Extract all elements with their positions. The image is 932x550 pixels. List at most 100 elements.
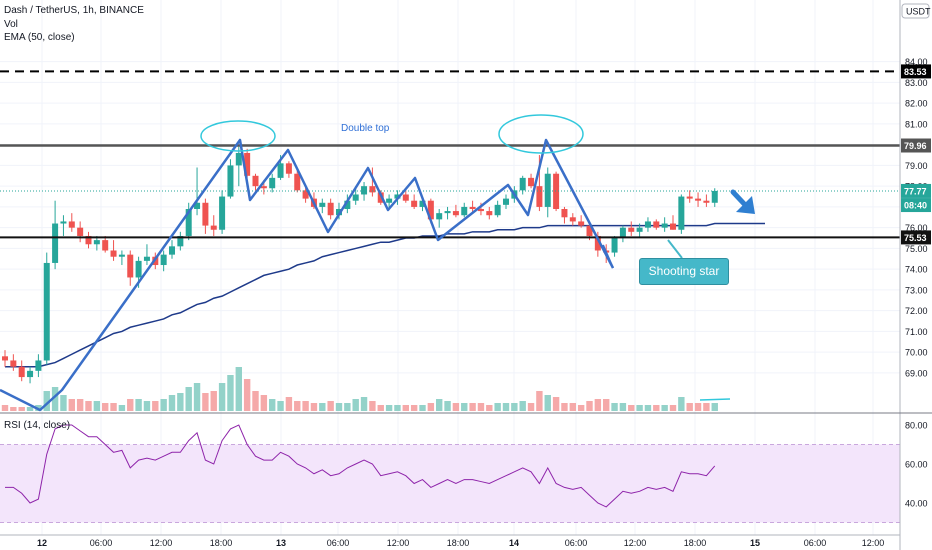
- volume-bar: [51, 387, 59, 411]
- candle-body: [260, 186, 267, 189]
- candle: [703, 194, 710, 207]
- price-tick-label: 84.00: [905, 57, 928, 67]
- price-tick-label: 81.00: [905, 119, 928, 129]
- zigzag-pattern-line[interactable]: [0, 138, 615, 412]
- volume-bar: [60, 395, 67, 411]
- volume-bar: [669, 405, 677, 411]
- double-top-left-highlight[interactable]: [200, 120, 276, 152]
- price-tick-label: 69.00: [905, 368, 928, 378]
- candle: [177, 231, 184, 251]
- candle: [444, 206, 451, 220]
- time-tick-label: 18:00: [447, 538, 470, 548]
- volume-bar: [202, 393, 209, 411]
- candle: [678, 194, 685, 234]
- candle-body: [352, 194, 359, 201]
- time-tick-label: 06:00: [565, 538, 588, 548]
- volume-bar: [352, 399, 359, 411]
- double-top-right-highlight[interactable]: [498, 114, 584, 154]
- ema-line: [5, 222, 765, 368]
- volume-bar: [628, 405, 635, 411]
- zigzag-tail-line[interactable]: [602, 244, 614, 269]
- price-tag-bg: [901, 138, 931, 153]
- time-tick-label: 12:00: [862, 538, 885, 548]
- volume-bar: [502, 403, 510, 411]
- candle: [143, 244, 150, 266]
- shooting-star-callout[interactable]: Shooting star: [639, 258, 729, 285]
- volume-bar: [335, 403, 343, 411]
- arrow-down-right-icon[interactable]: [730, 189, 755, 214]
- candle: [386, 194, 393, 209]
- symbol-legend: Dash / TetherUS, 1h, BINANCE: [4, 5, 144, 16]
- candle-body: [60, 221, 67, 224]
- volume-bar: [118, 405, 126, 411]
- volume-bar: [536, 391, 543, 411]
- volume-bar: [577, 405, 585, 411]
- volume-bar: [419, 405, 426, 411]
- candle: [619, 225, 626, 243]
- rsi-tick-label: 60.00: [905, 460, 928, 470]
- candle-body: [277, 163, 284, 178]
- volume-bar: [110, 403, 117, 411]
- candle: [544, 167, 551, 218]
- candle-body: [135, 260, 142, 278]
- time-tick-label: 13: [276, 538, 286, 548]
- volume-bar: [85, 401, 92, 411]
- volume-bar: [235, 367, 242, 411]
- volume-bar: [436, 399, 443, 411]
- candle: [486, 206, 493, 220]
- candle-body: [194, 202, 201, 209]
- rsi-line: [5, 424, 716, 508]
- candle: [10, 354, 17, 371]
- price-unit-label: USDT: [906, 7, 931, 17]
- time-tick-label: 15: [750, 538, 760, 548]
- vol-highlight-line[interactable]: [699, 398, 731, 401]
- time-tick-label: 14: [509, 538, 519, 548]
- ema-layer: [5, 222, 765, 368]
- pattern-drawings[interactable]: Double top: [0, 114, 755, 476]
- volume-bar: [385, 405, 393, 411]
- candle: [528, 173, 535, 189]
- candle-body: [411, 200, 418, 207]
- double-top-label[interactable]: Double top: [341, 123, 390, 134]
- candle-body: [102, 240, 109, 251]
- candle-body: [486, 211, 493, 216]
- candle: [695, 192, 702, 207]
- candle: [670, 215, 676, 230]
- candle-body: [686, 196, 693, 199]
- volume-bar: [18, 407, 25, 411]
- volume-bar: [243, 379, 251, 411]
- price-tag-text: 08:40: [904, 201, 927, 211]
- volume-bar: [544, 395, 551, 411]
- volume-bar: [327, 401, 334, 411]
- volume-bar: [369, 401, 376, 411]
- volume-bar: [703, 403, 710, 411]
- volume-bar: [619, 403, 627, 411]
- volume-bar: [678, 397, 685, 411]
- candle: [503, 194, 509, 209]
- volume-bar: [218, 383, 226, 411]
- candle-body: [544, 173, 551, 207]
- ema-legend: EMA (50, close): [4, 32, 75, 43]
- candle: [686, 190, 693, 203]
- volume-bar: [102, 403, 109, 411]
- volume-bar: [285, 397, 293, 411]
- candle-body: [18, 366, 25, 378]
- candle-body: [127, 254, 134, 278]
- time-tick-label: 06:00: [804, 538, 827, 548]
- volume-bar: [277, 401, 284, 411]
- candle-body: [319, 202, 326, 207]
- price-tag-bg: [901, 230, 931, 245]
- candle-body: [469, 206, 476, 209]
- candle-body: [661, 223, 668, 228]
- rsi-pane: [0, 424, 900, 523]
- time-tick-label: 12:00: [387, 538, 410, 548]
- volume-bar: [661, 405, 668, 411]
- candle-body: [636, 227, 643, 232]
- volume-bar: [360, 397, 368, 411]
- volume-bar: [586, 401, 593, 411]
- price-levels: [0, 70, 900, 239]
- candle-body: [68, 221, 75, 228]
- shooting-star-pointer[interactable]: [667, 239, 683, 259]
- candle: [653, 219, 660, 230]
